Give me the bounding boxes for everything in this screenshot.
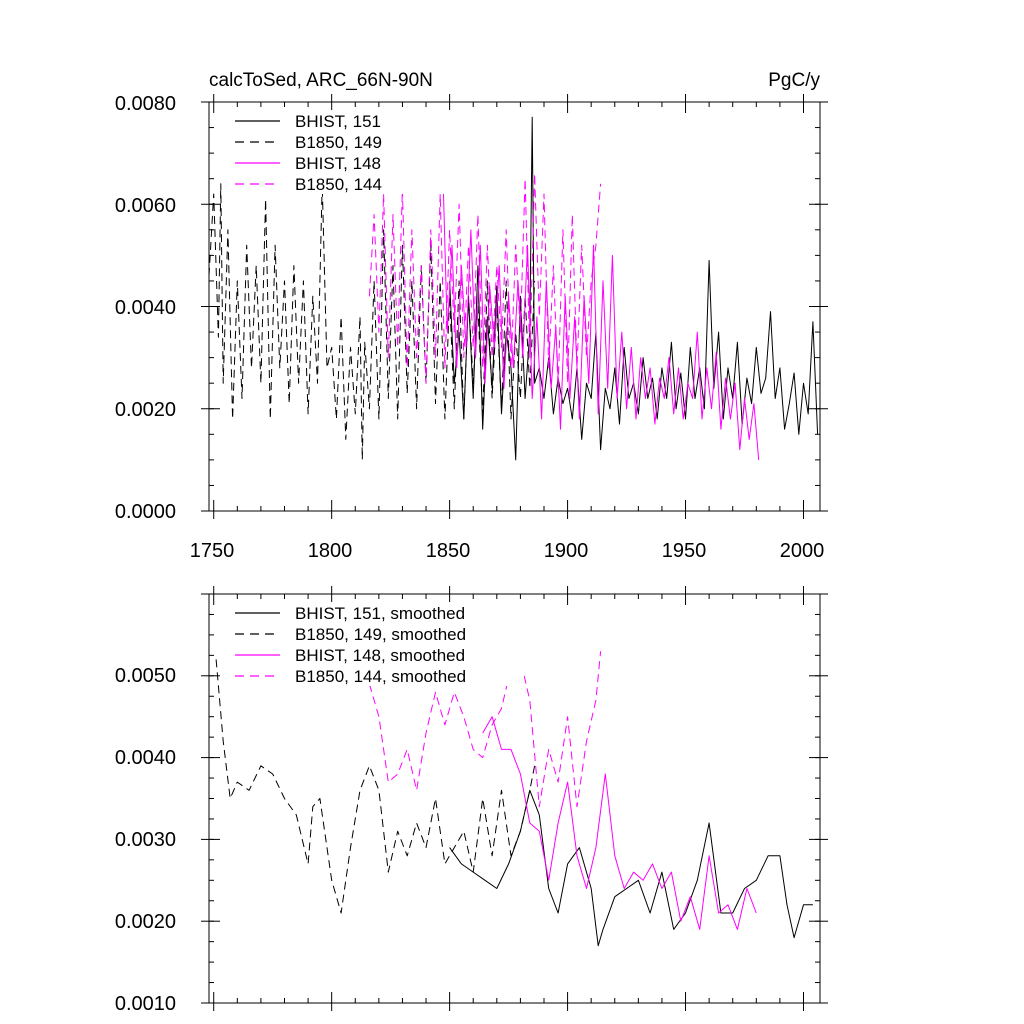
bottom-axis-ticks [201, 586, 828, 1011]
bottom-legend-label: B1850, 149, smoothed [295, 625, 466, 644]
top-legend-label: BHIST, 148 [295, 154, 381, 173]
top-x-tick-label: 1900 [544, 540, 589, 562]
top-legend-label: BHIST, 151 [295, 112, 381, 131]
top-series-line-b1850-149 [208, 183, 536, 461]
top-x-tick-label: 1850 [426, 540, 471, 562]
bottom-y-tick-labels: 0.0010 0.0020 0.0030 0.0040 0.0050 [115, 665, 176, 1015]
top-series-line-bhist-148 [442, 158, 760, 460]
top-y-tick-label: 0.0000 [115, 501, 176, 523]
top-panel: calcToSed, ARC_66N-90N PgC/y 0.0000 0.00… [115, 70, 828, 562]
bottom-series-group [215, 651, 813, 947]
top-y-tick-label: 0.0060 [115, 195, 176, 217]
bottom-y-tick-label: 0.0050 [115, 665, 176, 687]
top-x-tick-label: 1800 [308, 540, 353, 562]
top-series-line-bhist-151 [449, 116, 819, 461]
top-legend-label: B1850, 149 [295, 133, 382, 152]
bottom-y-tick-label: 0.0020 [115, 911, 176, 933]
bottom-legend-label: B1850, 144, smoothed [295, 667, 466, 686]
top-series-line-b1850-144 [368, 173, 602, 389]
top-x-tick-label: 2000 [780, 540, 825, 562]
bottom-y-tick-label: 0.0040 [115, 747, 176, 769]
bottom-series-line-bhist-151-smoothed [449, 789, 813, 947]
bottom-legend-label: BHIST, 148, smoothed [295, 646, 465, 665]
bottom-series-line-b1850-144-smoothed [368, 651, 602, 808]
top-legend-label: B1850, 144 [295, 175, 382, 194]
bottom-y-tick-label: 0.0010 [115, 993, 176, 1015]
bottom-y-tick-label: 0.0030 [115, 829, 176, 851]
top-y-tick-label: 0.0020 [115, 399, 176, 421]
top-title-right: PgC/y [768, 70, 820, 91]
bottom-series-line-bhist-148-smoothed [482, 716, 757, 930]
bottom-legend: BHIST, 151, smoothed B1850, 149, smoothe… [224, 602, 524, 686]
bottom-legend-label: BHIST, 151, smoothed [295, 604, 465, 623]
top-x-tick-label: 1950 [662, 540, 707, 562]
top-y-tick-labels: 0.0000 0.0020 0.0040 0.0060 0.0080 [115, 93, 176, 523]
top-axis-ticks [201, 94, 828, 519]
bottom-series-line-b1850-149-smoothed [215, 659, 536, 914]
bottom-panel: 0.0010 0.0020 0.0030 0.0040 0.0050 BHIST… [115, 586, 828, 1015]
top-title-left: calcToSed, ARC_66N-90N [209, 70, 433, 91]
top-x-tick-labels: 1750 1800 1850 1900 1950 2000 [190, 540, 825, 562]
top-y-tick-label: 0.0080 [115, 93, 176, 115]
top-series-group [208, 116, 819, 461]
top-y-tick-label: 0.0040 [115, 297, 176, 319]
top-legend: BHIST, 151 B1850, 149 BHIST, 148 B1850, … [224, 110, 474, 194]
top-x-tick-label: 1750 [190, 540, 235, 562]
